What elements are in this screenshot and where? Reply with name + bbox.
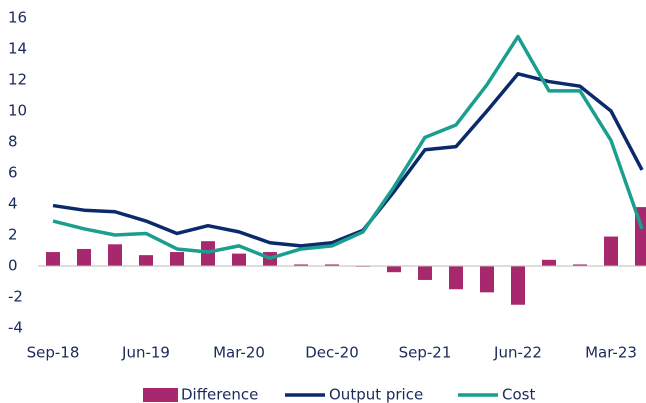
x-tick-label: Jun-19	[121, 344, 170, 362]
x-tick-label: Mar-20	[213, 344, 265, 362]
y-tick-label: 0	[8, 257, 18, 275]
bar	[139, 255, 153, 266]
bar	[232, 253, 246, 266]
y-tick-label: 4	[8, 195, 18, 213]
y-tick-label: 6	[8, 164, 18, 182]
y-tick-label: 8	[8, 133, 18, 151]
x-tick-label: Dec-20	[305, 344, 359, 362]
bar	[108, 244, 122, 266]
x-tick-label: Jun-22	[493, 344, 542, 362]
bar	[325, 264, 339, 266]
legend-label: Output price	[329, 386, 423, 403]
bar	[77, 248, 91, 266]
x-tick-label: Sep-21	[399, 344, 452, 362]
bar	[170, 252, 184, 266]
bar	[387, 266, 401, 273]
bar	[573, 264, 587, 266]
line	[52, 34, 644, 260]
legend-label: Cost	[502, 386, 535, 403]
bar	[46, 252, 60, 266]
y-tick-label: -2	[8, 288, 23, 306]
bar	[542, 259, 556, 266]
bar	[480, 266, 494, 293]
legend-swatch	[143, 388, 178, 402]
line	[52, 72, 644, 248]
bar	[604, 236, 618, 266]
y-tick-label: 14	[8, 40, 27, 58]
y-tick-label: 12	[8, 71, 27, 89]
y-tick-label: 2	[8, 226, 18, 244]
y-tick-label: -4	[8, 319, 23, 337]
bar	[635, 207, 646, 266]
y-tick-label: 16	[8, 9, 27, 27]
legend-label: Difference	[181, 386, 258, 403]
x-tick-label: Sep-18	[27, 344, 80, 362]
bar	[294, 264, 308, 266]
x-tick-label: Mar-23	[585, 344, 637, 362]
bar	[511, 266, 525, 305]
y-tick-label: 10	[8, 102, 27, 120]
bar	[418, 266, 432, 280]
bar	[449, 266, 463, 290]
